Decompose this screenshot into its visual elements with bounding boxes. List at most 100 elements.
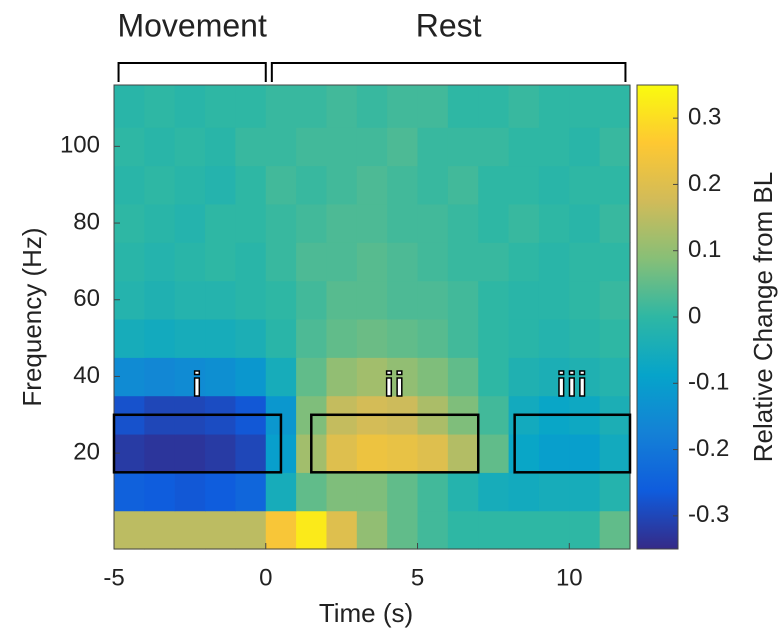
- heatmap-cell: [447, 510, 479, 550]
- heatmap-cell: [356, 242, 388, 282]
- heatmap-cell: [387, 318, 419, 358]
- heatmap-cell: [326, 433, 358, 473]
- heatmap-cell: [205, 242, 237, 282]
- heatmap-cell: [569, 203, 601, 243]
- heatmap-cell: [478, 127, 510, 167]
- heatmap-cell: [296, 472, 328, 512]
- region-label: i: [192, 366, 202, 404]
- heatmap-cell: [326, 242, 358, 282]
- heatmap-cell: [387, 472, 419, 512]
- heatmap-cell: [569, 472, 601, 512]
- heatmap-cell: [417, 510, 449, 550]
- heatmap-cell: [205, 510, 237, 550]
- heatmap-cell: [599, 280, 631, 320]
- heatmap-cell: [387, 280, 419, 320]
- heatmap-cell: [114, 85, 145, 128]
- heatmap-cell: [447, 318, 479, 358]
- heatmap-cell: [599, 165, 631, 205]
- heatmap-cell: [235, 242, 267, 282]
- heatmap-cell: [174, 127, 206, 167]
- heatmap-cell: [538, 318, 570, 358]
- heatmap-cell: [599, 510, 631, 550]
- colorbar-tick-label: 0.1: [688, 236, 721, 263]
- heatmap-cell: [417, 242, 449, 282]
- heatmap-cell: [569, 357, 601, 397]
- heatmap-cell: [265, 165, 297, 205]
- heatmap-cell: [174, 203, 206, 243]
- heatmap-cell: [235, 318, 267, 358]
- heatmap-cell: [356, 433, 388, 473]
- y-tick-label: 80: [73, 208, 100, 235]
- heatmap-cell: [326, 472, 358, 512]
- heatmap-cell: [478, 280, 510, 320]
- heatmap-cell: [235, 433, 267, 473]
- heatmap-cell: [508, 203, 540, 243]
- heatmap-cell: [387, 165, 419, 205]
- heatmap-cell: [114, 510, 145, 550]
- heatmap-cell: [174, 85, 206, 128]
- heatmap-cell: [478, 510, 510, 550]
- y-axis-label: Frequency (Hz): [17, 227, 47, 406]
- heatmap-cell: [508, 510, 540, 550]
- heatmap-cell: [174, 165, 206, 205]
- colorbar-tick-label: -0.3: [688, 501, 729, 528]
- heatmap-cell: [508, 472, 540, 512]
- heatmap-cell: [144, 165, 176, 205]
- heatmap-cell: [356, 127, 388, 167]
- heatmap-cell: [174, 510, 206, 550]
- heatmap-cell: [205, 433, 237, 473]
- heatmap-cell: [447, 165, 479, 205]
- region-box: [513, 413, 632, 474]
- heatmap-cell: [599, 318, 631, 358]
- heatmap-cell: [447, 127, 479, 167]
- heatmap-cell: [114, 472, 145, 512]
- heatmap-cell: [508, 280, 540, 320]
- heatmap-cell: [296, 203, 328, 243]
- heatmap-cell: [205, 357, 237, 397]
- heatmap-cell: [447, 472, 479, 512]
- heatmap-cell: [447, 433, 479, 473]
- heatmap-cell: [296, 318, 328, 358]
- heatmap-cell: [205, 280, 237, 320]
- colorbar-tick-label: 0.2: [688, 170, 721, 197]
- heatmap-cell: [538, 510, 570, 550]
- heatmap-cell: [326, 85, 358, 128]
- plot-frame: [113, 84, 631, 550]
- heatmap-cell: [356, 510, 388, 550]
- heatmap-cell: [296, 242, 328, 282]
- y-tick-label: 60: [73, 285, 100, 312]
- heatmap-cell: [508, 433, 540, 473]
- heatmap-cell: [326, 280, 358, 320]
- heatmap-cell: [265, 280, 297, 320]
- heatmap-cell: [296, 127, 328, 167]
- heatmap-cell: [356, 357, 388, 397]
- heatmap-cell: [265, 242, 297, 282]
- bracket-label: Rest: [416, 7, 482, 43]
- heatmap-cell: [265, 203, 297, 243]
- heatmap-cell: [508, 242, 540, 282]
- heatmap-cell: [599, 85, 631, 128]
- heatmap-cell: [265, 318, 297, 358]
- heatmap-cell: [235, 510, 267, 550]
- heatmap-cell: [508, 165, 540, 205]
- region-label: iii: [557, 366, 588, 404]
- heatmap-cell: [387, 510, 419, 550]
- heatmap-cell: [538, 242, 570, 282]
- heatmap-cell: [356, 165, 388, 205]
- heatmap-cell: [235, 357, 267, 397]
- bracket: [270, 62, 627, 82]
- heatmap-cell: [569, 165, 601, 205]
- heatmap-cell: [417, 165, 449, 205]
- region-box: [310, 413, 480, 474]
- heatmap-cell: [387, 357, 419, 397]
- x-tick-label: 0: [259, 564, 272, 591]
- heatmap-cell: [174, 357, 206, 397]
- y-tick-label: 20: [73, 438, 100, 465]
- heatmap-cell: [417, 127, 449, 167]
- heatmap-cell: [114, 165, 145, 205]
- heatmap-cell: [144, 203, 176, 243]
- heatmap-cell: [144, 357, 176, 397]
- heatmap-cell: [144, 85, 176, 128]
- region-label: ii: [384, 366, 405, 404]
- heatmap-cell: [235, 85, 267, 128]
